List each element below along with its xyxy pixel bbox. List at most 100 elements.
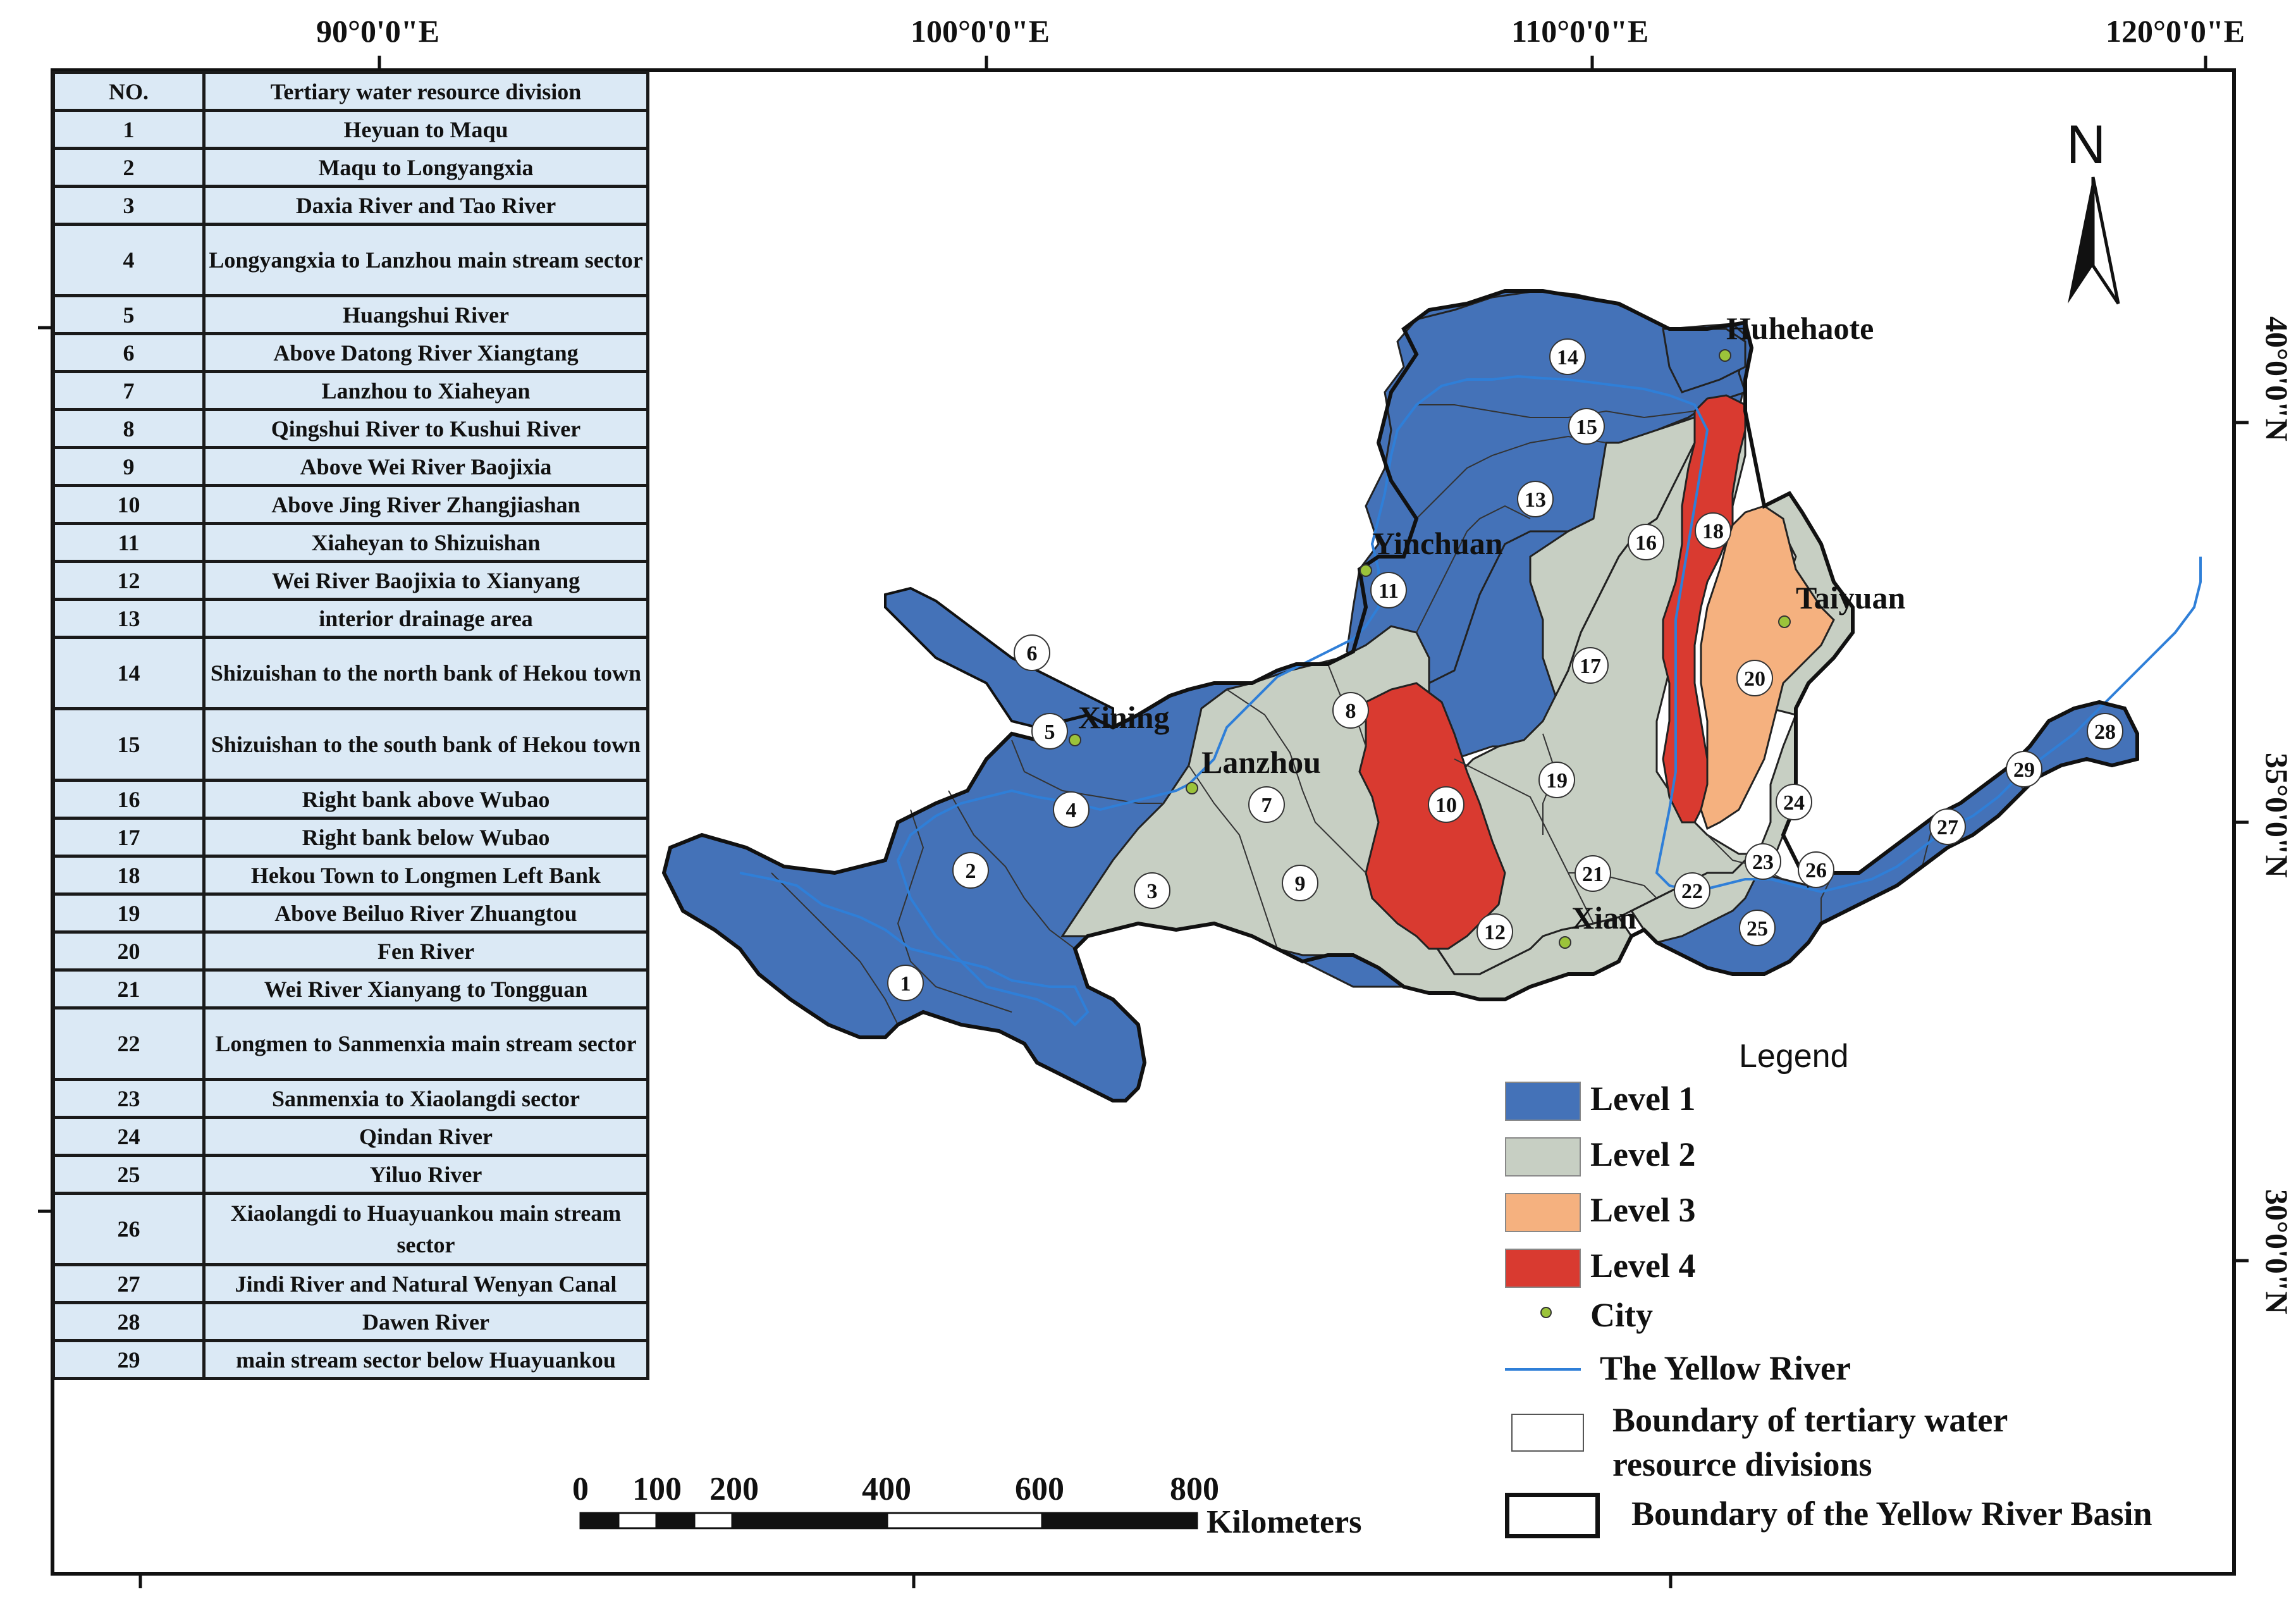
city-dot-lanzhou xyxy=(1186,782,1198,794)
table-header-no: NO. xyxy=(52,71,206,112)
table-row: 26 Xiaolangdi to Huayuankou main stream s… xyxy=(52,1192,649,1266)
table-cell-name: Above Datong River Xiangtang xyxy=(202,332,649,373)
division-marker-circle xyxy=(1798,851,1834,888)
table-cell-name: Heyuan to Maqu xyxy=(202,109,649,150)
scale-tick-800: 800 xyxy=(1170,1471,1219,1507)
table-cell-name: Hekou Town to Longmen Left Bank xyxy=(202,855,649,896)
table-row: 29 main stream sector below Huayuankou xyxy=(52,1339,649,1380)
table-row: 23 Sanmenxia to Xiaolangdi sector xyxy=(52,1078,649,1119)
table-cell-no: 26 xyxy=(52,1192,206,1266)
table-row: 6 Above Datong River Xiangtang xyxy=(52,332,649,373)
division-marker-number: 8 xyxy=(1346,700,1356,723)
legend-river-line-icon xyxy=(1505,1368,1581,1371)
division-table: NO. Tertiary water resource division 1 Heyu… xyxy=(52,71,649,1380)
city-label-xining: Xining xyxy=(1078,700,1170,735)
table-cell-name: Yiluo River xyxy=(202,1154,649,1195)
table-row: 12 Wei River Baojixia to Xianyang xyxy=(52,560,649,601)
division-marker-14: 14 xyxy=(1549,338,1586,375)
division-marker-27: 27 xyxy=(1929,808,1966,845)
division-marker-circle xyxy=(1568,408,1605,445)
north-arrow-icon xyxy=(2068,176,2120,305)
table-row: 19 Above Beiluo River Zhuangtou xyxy=(52,892,649,934)
division-marker-8: 8 xyxy=(1332,692,1369,729)
division-marker-26: 26 xyxy=(1798,851,1834,888)
table-cell-no: 21 xyxy=(52,968,206,1010)
table-row: 24 Qindan River xyxy=(52,1116,649,1157)
table-row: 13 interior drainage area xyxy=(52,598,649,639)
division-marker-circle xyxy=(1538,762,1575,798)
table-row: 8 Qingshui River to Kushui River xyxy=(52,408,649,449)
table-row: 27 Jindi River and Natural Wenyan Canal xyxy=(52,1263,649,1304)
division-marker-circle xyxy=(1575,855,1611,892)
division-marker-circle xyxy=(1134,872,1170,909)
scale-tick-100: 100 xyxy=(632,1471,682,1507)
division-marker-circle xyxy=(1776,784,1812,820)
division-marker-number: 13 xyxy=(1525,488,1546,512)
table-cell-name: Above Wei River Baojixia xyxy=(202,446,649,487)
scale-bar-graphic xyxy=(579,1512,1198,1529)
division-marker-circle xyxy=(1674,872,1710,909)
division-marker-number: 25 xyxy=(1747,917,1768,941)
table-cell-no: 25 xyxy=(52,1154,206,1195)
division-marker-10: 10 xyxy=(1428,786,1464,823)
city-markers xyxy=(1069,349,1791,949)
table-row: 18 Hekou Town to Longmen Left Bank xyxy=(52,855,649,896)
division-marker-number: 18 xyxy=(1702,520,1724,543)
table-row: 21 Wei River Xianyang to Tongguan xyxy=(52,968,649,1010)
lon-label-110: 110°0'0"E xyxy=(1511,13,1649,49)
division-marker-number: 17 xyxy=(1580,655,1601,678)
legend-title: Legend xyxy=(1739,1038,1849,1075)
division-marker-circle xyxy=(1053,791,1090,828)
division-marker-11: 11 xyxy=(1370,572,1407,608)
table-cell-name: interior drainage area xyxy=(202,598,649,639)
tertiary-boundaries xyxy=(771,404,2024,1025)
table-cell-no: 13 xyxy=(52,598,206,639)
division-marker-number: 4 xyxy=(1066,799,1077,822)
table-cell-name: Shizuishan to the north bank of Hekou to… xyxy=(202,636,649,710)
table-row: 16 Right bank above Wubao xyxy=(52,779,649,820)
table-cell-name: Fen River xyxy=(202,930,649,972)
city-label-taiyuan: Taiyuan xyxy=(1796,580,1906,615)
division-marker-number: 24 xyxy=(1783,791,1805,815)
division-marker-circle xyxy=(1739,910,1776,946)
table-header-row: NO. Tertiary water resource division xyxy=(52,71,649,112)
city-dot-xian xyxy=(1559,936,1571,949)
table-cell-name: Daxia River and Tao River xyxy=(202,185,649,226)
table-cell-name: Jindi River and Natural Wenyan Canal xyxy=(202,1263,649,1304)
lon-label-100: 100°0'0"E xyxy=(911,13,1050,49)
division-marker-number: 7 xyxy=(1262,794,1272,817)
legend-swatch-tertiary-boundary xyxy=(1511,1414,1584,1452)
division-marker-number: 21 xyxy=(1582,863,1604,886)
table-row: 3 Daxia River and Tao River xyxy=(52,185,649,226)
division-marker-circle xyxy=(1695,512,1731,549)
city-dot-huhehaote xyxy=(1719,349,1731,362)
division-marker-circle xyxy=(1428,786,1464,823)
table-row: 11 Xiaheyan to Shizuishan xyxy=(52,522,649,563)
table-cell-name: Xiaheyan to Shizuishan xyxy=(202,522,649,563)
division-marker-number: 26 xyxy=(1805,859,1827,882)
division-marker-number: 22 xyxy=(1681,880,1703,903)
division-marker-circle xyxy=(1248,786,1285,823)
table-cell-name: Right bank below Wubao xyxy=(202,817,649,858)
legend-swatch-level2 xyxy=(1505,1137,1581,1176)
table-cell-name: Longyangxia to Lanzhou main stream secto… xyxy=(202,223,649,297)
legend-label-level3: Level 3 xyxy=(1590,1191,1696,1229)
division-marker-number: 6 xyxy=(1027,642,1038,665)
division-marker-circle xyxy=(1549,338,1586,375)
table-cell-no: 17 xyxy=(52,817,206,858)
table-cell-name: Right bank above Wubao xyxy=(202,779,649,820)
table-cell-no: 9 xyxy=(52,446,206,487)
lon-label-90: 90°0'0"E xyxy=(316,13,439,49)
legend-label-level2: Level 2 xyxy=(1590,1135,1696,1173)
lon-label-120: 120°0'0"E xyxy=(2106,13,2245,49)
division-marker-20: 20 xyxy=(1736,660,1773,696)
division-marker-number: 20 xyxy=(1744,667,1765,691)
division-marker-circle xyxy=(2006,751,2042,787)
scale-bar: 0 100 200 400 600 800 Kilometers xyxy=(569,1471,1391,1547)
division-marker-circle xyxy=(887,965,924,1001)
division-marker-6: 6 xyxy=(1014,634,1050,671)
legend-swatch-level4 xyxy=(1505,1249,1581,1288)
legend-label-river: The Yellow River xyxy=(1600,1349,1851,1387)
table-cell-name: Sanmenxia to Xiaolangdi sector xyxy=(202,1078,649,1119)
table-cell-no: 8 xyxy=(52,408,206,449)
